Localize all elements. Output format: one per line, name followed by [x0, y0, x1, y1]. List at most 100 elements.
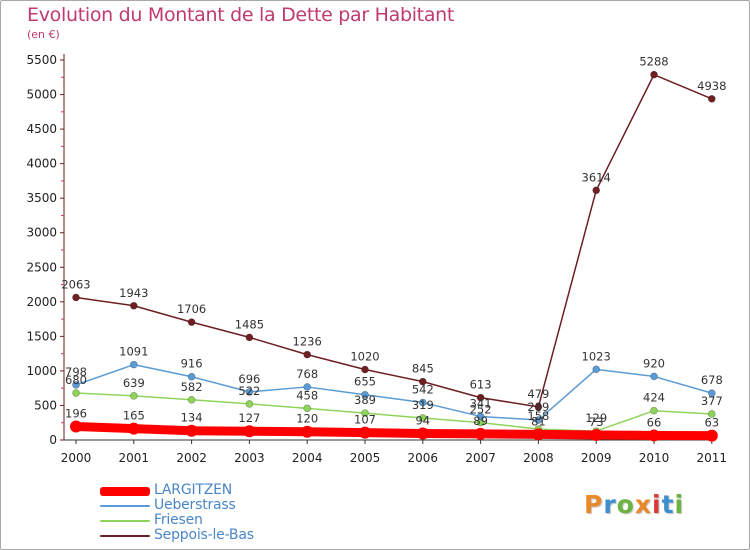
data-point	[359, 426, 371, 439]
x-tick-label: 2011	[697, 451, 728, 465]
data-point	[130, 301, 138, 310]
data-point	[416, 427, 429, 440]
data-label: 1236	[293, 335, 322, 349]
chart-title: Evolution du Montant de la Dette par Hab…	[27, 4, 455, 26]
data-point	[476, 412, 485, 421]
data-point	[72, 389, 80, 397]
data-label: 94	[415, 414, 430, 428]
data-point	[72, 293, 80, 302]
logo-letter: i	[674, 490, 685, 519]
y-tick-label: 2500	[26, 260, 57, 274]
y-tick-label: 5500	[26, 53, 57, 67]
data-point	[187, 395, 196, 404]
data-label: 5288	[639, 55, 668, 69]
chart-subtitle: (en €)	[27, 28, 60, 41]
data-point	[592, 365, 601, 374]
logo-letter: o	[616, 490, 635, 519]
data-point	[245, 388, 254, 396]
legend-label-largitzen: LARGITZEN	[154, 482, 233, 498]
data-point	[474, 427, 487, 440]
data-label: 1943	[119, 286, 148, 300]
legend-label-seppois-le-bas: Seppois-le-Bas	[154, 527, 254, 543]
data-label: 655	[354, 375, 376, 389]
data-point	[245, 333, 254, 342]
data-label: 389	[354, 393, 376, 407]
y-tick-label: 3000	[26, 226, 57, 240]
data-label: 66	[647, 415, 662, 429]
data-label: 845	[412, 362, 434, 376]
data-point	[592, 186, 601, 195]
data-point	[534, 403, 543, 411]
series-line-largitzen	[71, 421, 717, 441]
logo-letter: i	[652, 490, 662, 519]
y-tick-label: 3500	[26, 191, 57, 205]
data-label: 680	[65, 373, 87, 387]
legend-label-ueberstrass: Ueberstrass	[154, 497, 236, 513]
data-point	[590, 428, 603, 441]
y-tick-label: 1500	[26, 329, 57, 343]
x-tick-label: 2004	[292, 451, 323, 465]
data-point	[648, 429, 660, 442]
x-tick-label: 2002	[176, 451, 207, 465]
data-label: 319	[412, 398, 434, 412]
y-tick-label: 2000	[26, 295, 57, 309]
data-point	[185, 424, 198, 437]
data-label: 120	[296, 412, 318, 426]
series-line-ueberstrass	[75, 363, 713, 421]
data-label: 522	[238, 384, 260, 398]
data-point	[303, 350, 312, 359]
data-label: 798	[65, 365, 87, 379]
data-label: 639	[123, 376, 145, 390]
data-label: 107	[354, 413, 376, 427]
data-label: 63	[704, 416, 719, 430]
data-point	[72, 381, 80, 389]
legend-label-friesen: Friesen	[154, 512, 203, 528]
data-label: 377	[701, 394, 723, 408]
legend-swatch-seppois-le-bas	[100, 535, 150, 537]
data-point	[70, 420, 82, 433]
data-label: 3614	[582, 170, 611, 184]
data-label: 479	[527, 387, 549, 401]
data-point	[187, 372, 196, 381]
data-label: 424	[643, 391, 665, 405]
y-tick-label: 0	[49, 433, 57, 447]
data-label: 1706	[177, 302, 206, 316]
data-label: 768	[296, 367, 318, 381]
x-tick-label: 2008	[523, 451, 554, 465]
data-point	[361, 409, 369, 417]
data-point	[705, 429, 718, 442]
logo-letter: P	[584, 490, 604, 519]
data-label: 920	[643, 356, 665, 370]
data-label: 582	[181, 380, 203, 394]
data-point	[707, 389, 716, 397]
data-point	[301, 425, 314, 438]
series-line-seppois-le-bas	[75, 73, 713, 408]
data-label: 678	[701, 373, 723, 387]
data-label: 542	[412, 383, 434, 397]
data-point	[418, 377, 427, 386]
data-point	[130, 360, 138, 369]
data-label: 916	[181, 357, 203, 371]
data-point	[303, 383, 312, 391]
y-tick-label: 5000	[26, 88, 57, 102]
legend-swatch-ueberstrass	[100, 505, 150, 507]
data-label: 289	[527, 400, 549, 414]
data-label: 81	[531, 414, 546, 428]
data-point	[707, 410, 716, 418]
data-point	[361, 390, 369, 399]
series-line-friesen	[75, 392, 713, 432]
data-label: 1091	[119, 345, 148, 359]
data-label: 129	[585, 411, 607, 425]
data-point	[476, 393, 485, 402]
data-label: 252	[470, 403, 492, 417]
data-point	[650, 70, 658, 79]
logo-letter: x	[634, 490, 652, 519]
data-label: 458	[296, 388, 318, 402]
x-tick-label: 2007	[465, 451, 496, 465]
x-tick-label: 2006	[408, 451, 439, 465]
logo-letter: t	[661, 490, 675, 519]
data-point	[534, 416, 543, 424]
data-label: 165	[123, 409, 145, 423]
x-tick-label: 2005	[350, 451, 381, 465]
